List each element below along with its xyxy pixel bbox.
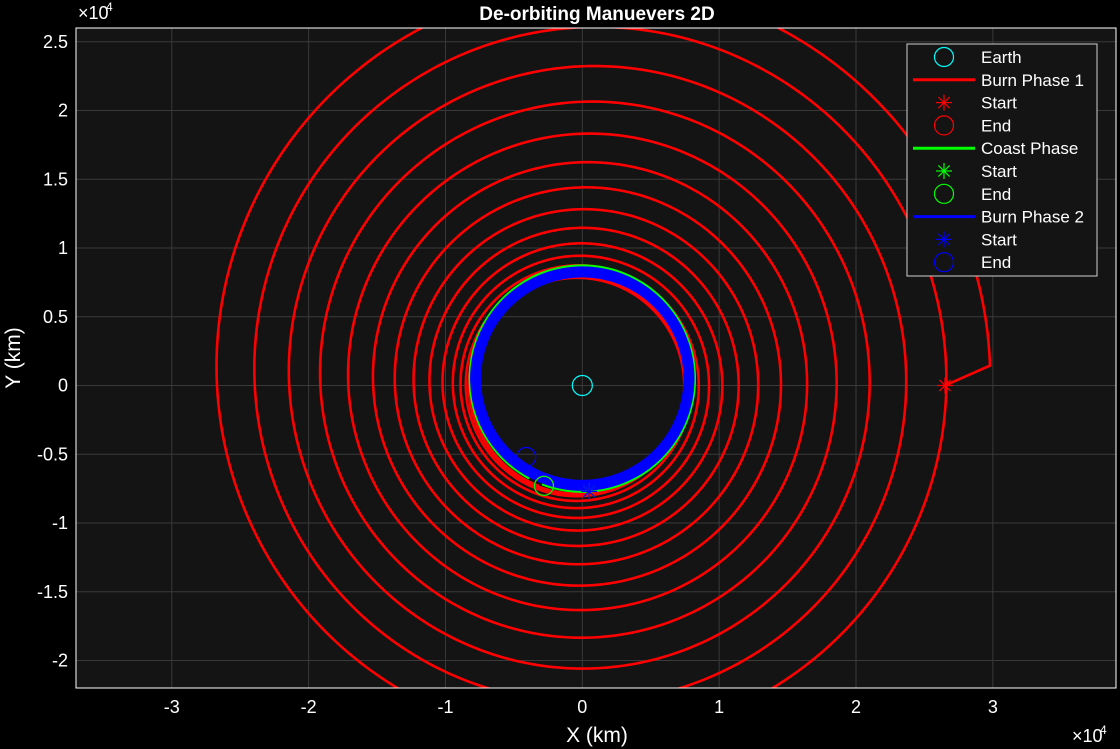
data-layer [215, 28, 992, 688]
y-tick-label: 1 [58, 238, 68, 258]
x-exponent-power: 4 [1100, 723, 1107, 737]
legend-entry[interactable]: End [933, 183, 1012, 204]
x-tick-label: 1 [714, 697, 724, 717]
burn-phase-1-start-marker [936, 377, 953, 394]
axes-frame [75, 27, 1117, 689]
legend-label: End [981, 253, 1011, 272]
y-exponent-power: 4 [106, 0, 113, 14]
x-tick-label: 0 [577, 697, 587, 717]
y-tick-label: 2.5 [43, 32, 68, 52]
legend-entry[interactable]: Start [936, 162, 1017, 181]
legend-entry[interactable]: Start [936, 94, 1017, 113]
legend-label: Burn Phase 2 [981, 208, 1084, 227]
legend-star-swatch [936, 163, 952, 179]
y-exponent-base: ×10 [78, 3, 109, 23]
legend-box [906, 43, 1098, 277]
y-tick-label: 0 [58, 376, 68, 396]
legend-label: Start [981, 162, 1017, 181]
burn-phase-2-end-marker [516, 446, 537, 468]
y-tick-label: -1.5 [37, 582, 68, 602]
legend-entry[interactable]: Coast Phase [913, 139, 1078, 158]
y-tick-label: -0.5 [37, 444, 68, 464]
legend-circle-swatch [933, 46, 955, 68]
legend-entry[interactable]: Earth [933, 46, 1022, 68]
legend-label: End [981, 185, 1011, 204]
earth-marker [571, 374, 593, 397]
legend-star-swatch [936, 231, 952, 248]
x-tick-label: -1 [437, 697, 453, 717]
legend-star-swatch [936, 94, 952, 111]
legend-label: Coast Phase [981, 139, 1078, 158]
coast-phase-end-marker [533, 475, 555, 496]
y-axis-label: Y (km) [2, 327, 25, 388]
y-tick-label: -1 [52, 513, 68, 533]
legend-label: Start [981, 230, 1017, 249]
legend-entry[interactable]: Burn Phase 2 [913, 208, 1084, 227]
y-tick-label: 2 [58, 101, 68, 121]
y-tick-label: 0.5 [43, 307, 68, 327]
legend-entry[interactable]: Burn Phase 1 [913, 71, 1084, 90]
legend-label: Start [981, 94, 1017, 113]
legend[interactable]: Earth Burn Phase 1 Start End Coast Phase Star… [906, 43, 1098, 277]
legend-entry[interactable]: Start [936, 230, 1017, 249]
x-exponent-base: ×10 [1072, 726, 1103, 746]
legend-entry[interactable]: End [933, 115, 1012, 136]
legend-circle-swatch [933, 183, 955, 204]
legend-label: Earth [981, 48, 1022, 67]
x-tick-label: 3 [988, 697, 998, 717]
legend-label: End [981, 116, 1011, 135]
legend-entry[interactable]: End [933, 252, 1012, 273]
legend-circle-swatch [933, 115, 955, 136]
x-exponent: ×10 4 [1072, 723, 1107, 746]
x-tick-label: -3 [164, 697, 180, 717]
burn-phase-2-start-marker [581, 483, 598, 500]
burn-phase-2-line [470, 266, 695, 491]
chart-title: De-orbiting Manuevers 2D [479, 4, 714, 25]
legend-label: Burn Phase 1 [981, 71, 1084, 90]
x-tick-label: 2 [851, 697, 861, 717]
x-tick-label: -2 [301, 697, 317, 717]
tick-labels: -3 -2 -1 0 1 2 3 -2 -1.5 -1 -0.5 0 0.5 1 1.5 2 2.5 [37, 32, 998, 717]
legend-circle-swatch [933, 252, 955, 273]
y-exponent: ×10 4 [78, 0, 113, 23]
x-axis-label: X (km) [566, 724, 628, 747]
y-tick-label: -2 [52, 651, 68, 671]
y-tick-label: 1.5 [43, 169, 68, 189]
